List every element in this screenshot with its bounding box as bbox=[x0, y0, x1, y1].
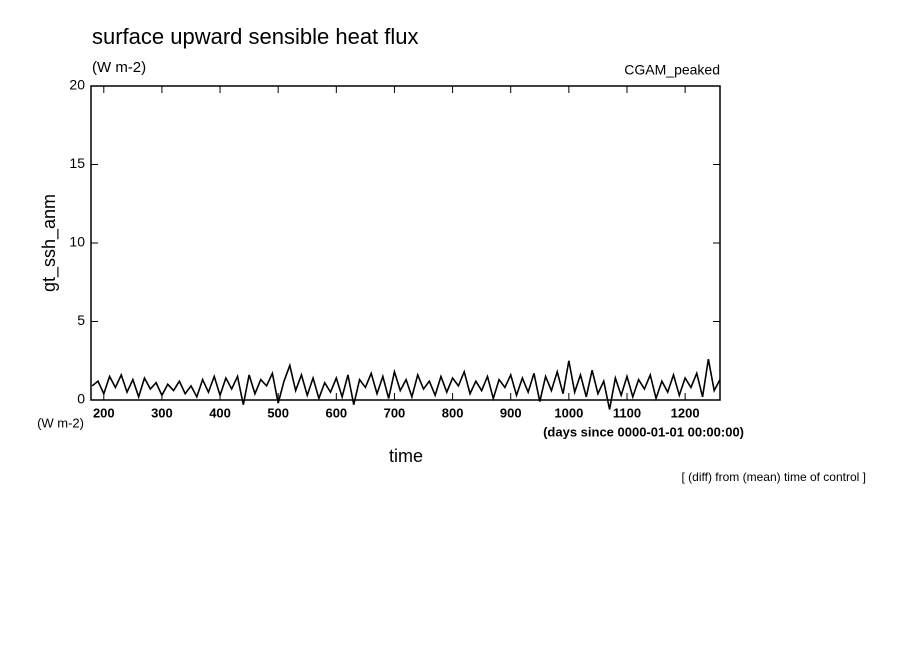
x-tick-label: 1000 bbox=[554, 405, 583, 420]
x-tick-label: 800 bbox=[442, 405, 464, 420]
chart-subtitle: (W m-2) bbox=[92, 59, 146, 76]
x-unit: (days since 0000-01-01 00:00:00) bbox=[543, 424, 744, 439]
x-tick-label: 300 bbox=[151, 405, 173, 420]
x-tick-label: 600 bbox=[325, 405, 347, 420]
y-tick-label: 5 bbox=[77, 312, 85, 328]
x-tick-label: 200 bbox=[93, 405, 115, 420]
annotation: CGAM_peaked bbox=[624, 62, 720, 78]
data-line bbox=[91, 359, 721, 410]
y-axis-label: gt_ssh_anm bbox=[39, 194, 60, 292]
y-unit: (W m-2) bbox=[37, 415, 84, 430]
x-tick-label: 500 bbox=[267, 405, 289, 420]
footnote: [ (diff) from (mean) time of control ] bbox=[682, 470, 867, 484]
x-tick-label: 900 bbox=[500, 405, 522, 420]
chart-title: surface upward sensible heat flux bbox=[92, 24, 419, 49]
y-tick-label: 15 bbox=[69, 155, 85, 171]
y-tick-label: 20 bbox=[69, 77, 85, 93]
x-tick-label: 1100 bbox=[613, 405, 641, 420]
x-tick-label: 400 bbox=[209, 405, 231, 420]
x-tick-label: 1200 bbox=[671, 405, 700, 420]
y-tick-label: 10 bbox=[69, 234, 85, 250]
plot-frame bbox=[90, 85, 721, 401]
y-tick-label: 0 bbox=[77, 391, 85, 407]
x-tick-label: 700 bbox=[384, 405, 406, 420]
x-axis-label: time bbox=[389, 446, 423, 466]
